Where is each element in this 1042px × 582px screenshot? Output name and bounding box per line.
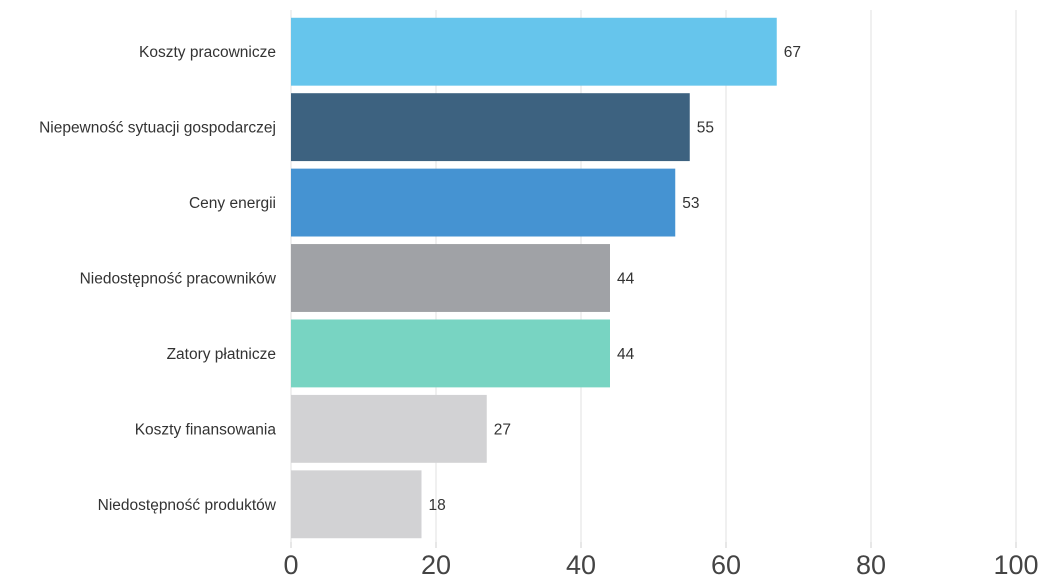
x-axis-ticks: 0 20 40 60 80 100 [283,542,1039,580]
category-label-4: Zatory płatnicze [167,346,276,363]
x-tick-label-5: 100 [993,550,1038,577]
value-labels: 67 55 53 44 44 27 18 [429,44,802,514]
x-tick-label-2: 40 [566,550,596,577]
value-label-0: 67 [784,44,801,61]
x-tick-label-0: 0 [283,550,298,577]
value-label-2: 53 [682,195,699,212]
bar-4 [291,319,610,388]
category-label-5: Koszty finansowania [135,421,277,438]
bar-3 [291,244,610,312]
category-label-2: Ceny energii [189,195,276,212]
bar-2 [291,168,676,237]
bar-5 [291,394,487,463]
bar-0 [291,17,777,86]
category-label-1: Niepewność sytuacji gospodarczej [39,120,276,137]
value-label-4: 44 [617,346,635,363]
category-labels: Koszty pracownicze Niepewność sytuacji go… [39,44,277,514]
x-tick-label-1: 20 [421,550,451,577]
category-label-6: Niedostępność produktów [98,497,277,514]
value-label-3: 44 [617,271,635,288]
category-label-0: Koszty pracownicze [139,44,276,61]
bars [291,17,777,539]
bar-6 [291,470,422,539]
x-tick-label-3: 60 [711,550,741,577]
bar-1 [291,93,690,162]
value-label-5: 27 [494,421,511,438]
x-tick-label-4: 80 [856,550,886,577]
category-label-3: Niedostępność pracowników [80,271,277,288]
value-label-1: 55 [697,120,714,137]
value-label-6: 18 [429,497,446,514]
